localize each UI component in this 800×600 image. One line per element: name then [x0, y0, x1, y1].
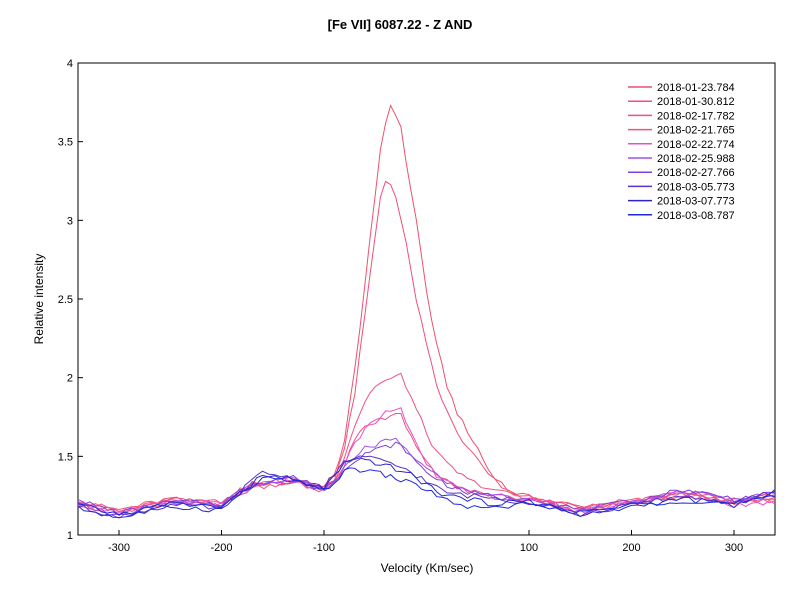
y-tick-label-6: 4	[67, 58, 73, 70]
y-tick-label-2: 2	[67, 373, 73, 385]
x-tick-label-4: 200	[622, 542, 640, 554]
legend-label-9: 2018-03-07.773	[657, 196, 735, 208]
y-tick-label-0: 1	[67, 530, 73, 542]
y-axis-ticks: 1 1.5 2 2.5 3 3.5 4	[58, 58, 83, 542]
x-tick-label-0: -300	[108, 542, 130, 554]
y-tick-label-5: 3.5	[58, 137, 73, 149]
series-line-9	[77, 457, 776, 519]
legend-label-2: 2018-01-30.812	[657, 96, 735, 108]
legend: 2018-01-23.784 2018-01-30.812 2018-02-17.7…	[628, 82, 735, 222]
x-tick-label-1: -200	[210, 542, 232, 554]
x-tick-label-3: 100	[520, 542, 538, 554]
x-axis-ticks: -300 -200 -100 100 200 300	[108, 530, 743, 554]
legend-label-7: 2018-02-27.766	[657, 167, 735, 179]
legend-label-3: 2018-02-17.782	[657, 110, 735, 122]
y-tick-label-4: 3	[67, 215, 73, 227]
series-layer	[77, 104, 776, 519]
legend-label-1: 2018-01-23.784	[657, 82, 735, 94]
legend-label-8: 2018-03-05.773	[657, 181, 735, 193]
series-line-7	[77, 441, 776, 517]
y-tick-label-1: 1.5	[58, 451, 73, 463]
legend-label-10: 2018-03-08.787	[657, 210, 735, 222]
y-tick-label-3: 2.5	[58, 294, 73, 306]
chart-title: [Fe VII] 6087.22 - Z AND	[328, 17, 473, 32]
x-tick-label-2: -100	[313, 542, 335, 554]
x-axis-label: Velocity (Km/sec)	[381, 561, 474, 575]
x-tick-label-5: 300	[725, 542, 743, 554]
legend-label-4: 2018-02-21.765	[657, 125, 735, 137]
series-line-6	[77, 437, 776, 519]
y-axis-label: Relative intensity	[32, 254, 46, 345]
series-line-10	[77, 467, 776, 516]
legend-label-5: 2018-02-22.774	[657, 139, 735, 151]
legend-label-6: 2018-02-25.988	[657, 153, 735, 165]
